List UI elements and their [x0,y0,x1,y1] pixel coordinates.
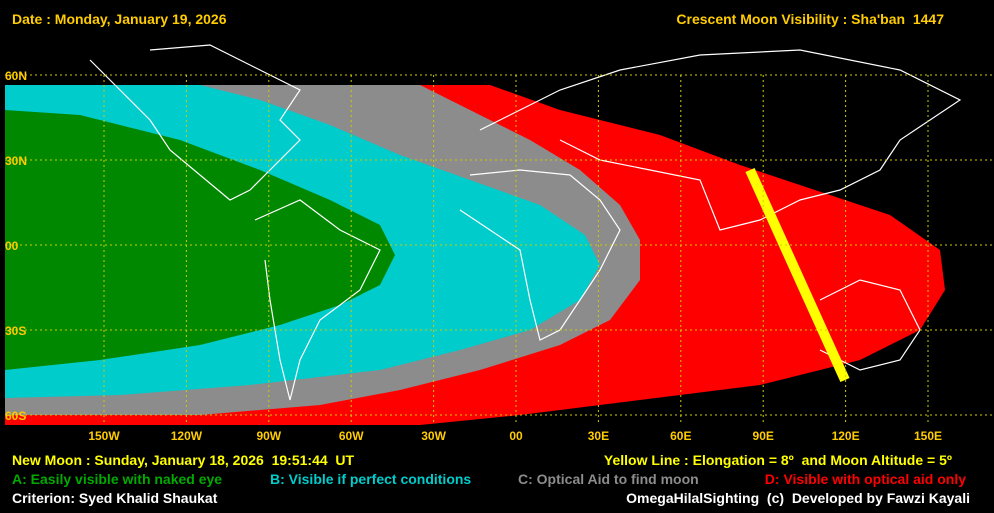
longitude-label: 120E [832,429,860,443]
latitude-label: 60S [5,409,26,423]
longitude-label: 60W [339,429,364,443]
coast-south-america [254,199,381,401]
zone-a [5,110,395,370]
coastlines [89,44,962,401]
longitude-label: 120W [171,429,203,443]
longitude-label: 30E [588,429,609,443]
longitude-label: 90W [256,429,281,443]
latitude-label: 60N [5,69,27,83]
elongation-line [745,167,850,383]
latitude-label: 00 [5,239,19,253]
longitude-label: 90E [753,429,774,443]
coast-north-america [89,44,301,201]
coast-eurasia [479,49,962,231]
legend-d: D: Visible with optical aid only [765,471,966,487]
longitude-label: 150E [914,429,942,443]
latitude-label: 30N [5,154,27,168]
coast-africa [459,169,621,341]
longitude-label: 150W [88,429,120,443]
longitude-label: 00 [509,429,523,443]
longitude-label: 60E [670,429,691,443]
legend-b: B: Visible if perfect conditions [270,471,471,487]
title: Crescent Moon Visibility : Sha'ban 1447 [676,11,944,27]
yellow-line-note: Yellow Line : Elongation = 8º and Moon A… [604,452,952,468]
date: Date : Monday, January 19, 2026 [12,11,227,27]
grid: 60N 30N 00 30S 60S 150W 120W 90W 60W 30W 00 30E 60E 9… [5,69,994,443]
longitude-label: 30W [421,429,446,443]
credit: OmegaHilalSighting (c) Developed by Fawz… [626,490,970,506]
legend-a: A: Easily visible with naked eye [12,471,222,487]
legend-c: C: Optical Aid to find moon [518,471,699,487]
new-moon: New Moon : Sunday, January 18, 2026 19:5… [12,452,355,468]
criterion: Criterion: Syed Khalid Shaukat [12,490,218,506]
latitude-label: 30S [5,324,26,338]
